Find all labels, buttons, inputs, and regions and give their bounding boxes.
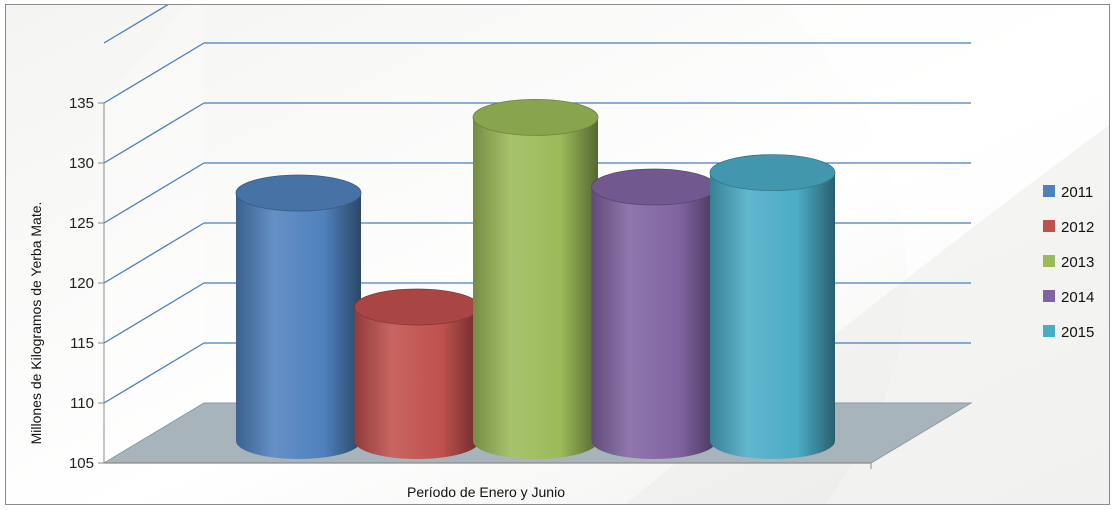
bar-body — [591, 187, 717, 460]
gridline-diagonal — [103, 102, 205, 164]
x-axis-title: Período de Enero y Junio — [407, 484, 565, 500]
legend-label: 2011 — [1061, 184, 1093, 201]
y-tick-label: 105 — [69, 455, 94, 472]
bar-2013 — [472, 99, 599, 460]
bar-chart-3d: 105 110 115 120 125 130 135 Millones de Kilogr… — [6, 5, 1109, 504]
legend-label: 2012 — [1061, 219, 1094, 236]
chart-frame: 105 110 115 120 125 130 135 Millones de Kilogr… — [5, 4, 1110, 505]
bar-top — [472, 99, 599, 136]
legend-label: 2013 — [1061, 254, 1094, 271]
bars — [235, 99, 836, 460]
legend-label: 2014 — [1061, 289, 1094, 306]
bar-top — [354, 288, 480, 326]
gridline-diagonal — [103, 162, 205, 224]
bar-body — [236, 193, 361, 460]
y-tick-label: 110 — [70, 395, 94, 412]
bar-2012 — [354, 288, 480, 460]
gridline-diagonal — [103, 342, 205, 404]
legend-swatch — [1043, 185, 1055, 197]
legend-swatch — [1043, 255, 1055, 267]
y-tick-label: 120 — [69, 275, 94, 292]
y-axis-title: Millones de Kilogramos de Yerba Mate. — [28, 202, 44, 445]
y-tick-label: 130 — [69, 155, 94, 172]
gridline-diagonal — [103, 5, 169, 44]
gridline-diagonal — [103, 282, 205, 344]
bar-top — [591, 168, 717, 206]
bar-top — [709, 154, 836, 192]
legend-item-2014: 2014 — [1043, 289, 1094, 306]
legend-item-2011: 2011 — [1043, 184, 1093, 201]
y-tick-label: 135 — [69, 95, 94, 112]
bar-2015 — [709, 154, 836, 460]
chart-walls — [104, 5, 204, 463]
bar-2011 — [235, 174, 362, 460]
legend-swatch — [1043, 325, 1055, 337]
legend-item-2012: 2012 — [1043, 219, 1094, 236]
bar-body — [354, 307, 480, 460]
legend-label: 2015 — [1061, 324, 1094, 341]
bar-body — [710, 172, 835, 460]
y-axis-ticks: 105 110 115 120 125 130 135 — [69, 95, 104, 472]
y-tick-label: 115 — [70, 335, 94, 352]
gridline-diagonal — [103, 42, 205, 104]
bar-2014 — [591, 168, 717, 460]
legend: 2011 2012 2013 2014 2015 — [1043, 184, 1094, 341]
bar-body — [473, 117, 598, 460]
legend-item-2013: 2013 — [1043, 254, 1094, 271]
legend-item-2015: 2015 — [1043, 324, 1094, 341]
bar-top — [235, 174, 362, 212]
legend-swatch — [1043, 220, 1055, 232]
gridline-diagonal — [103, 222, 205, 284]
legend-swatch — [1043, 290, 1055, 302]
y-tick-label: 125 — [69, 215, 94, 232]
